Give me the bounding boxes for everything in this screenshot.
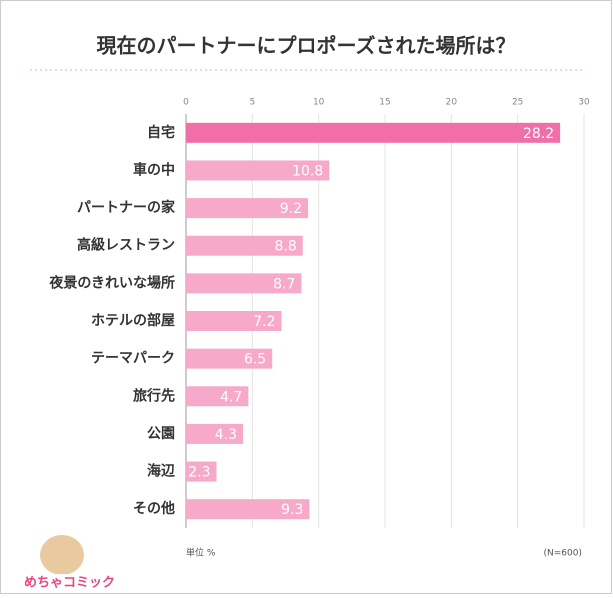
- bar: [186, 348, 273, 369]
- mascot: [40, 535, 84, 575]
- category-label: 旅行先: [133, 387, 175, 404]
- sample-note: (N=600): [544, 549, 582, 559]
- unit-note: 単位 %: [186, 547, 216, 559]
- value-label: 9.3: [281, 502, 303, 518]
- value-label: 8.7: [273, 276, 295, 292]
- category-label: テーマパーク: [91, 351, 175, 367]
- bar: [186, 160, 330, 181]
- category-label: パートナーの家: [77, 199, 176, 216]
- category-label: 夜景のきれいな場所: [48, 274, 175, 291]
- brand: めちゃコミック: [24, 576, 115, 591]
- category-label: 自宅: [147, 124, 175, 141]
- value-label: 6.5: [244, 352, 266, 368]
- x-tick-label: 0: [183, 98, 189, 108]
- x-tick-label: 20: [446, 98, 458, 108]
- category-label: ホテルの部屋: [91, 312, 175, 329]
- value-label: 4.7: [220, 389, 242, 405]
- value-label: 8.8: [274, 239, 296, 255]
- logo: めちゃコミック: [20, 535, 115, 592]
- bar: [186, 198, 309, 219]
- value-label: 2.3: [188, 465, 210, 481]
- chart-title: 現在のパートナーにプロポーズされた場所は？: [97, 34, 516, 58]
- bar: [186, 273, 302, 294]
- category-label: 高級レストラン: [77, 237, 175, 254]
- x-tick-label: 10: [313, 98, 325, 108]
- category-label: 車の中: [133, 161, 175, 178]
- value-label: 4.3: [215, 427, 237, 443]
- x-tick-label: 5: [249, 98, 255, 108]
- bar: [186, 386, 249, 407]
- value-label: 7.2: [253, 314, 275, 330]
- category-label: 公園: [147, 426, 175, 442]
- category-label: その他: [133, 500, 175, 517]
- value-label: 10.8: [292, 163, 323, 179]
- bar: [186, 235, 303, 256]
- x-tick-label: 30: [578, 98, 590, 108]
- value-label: 9.2: [280, 201, 302, 217]
- logo-bg: [20, 574, 112, 592]
- bar: [186, 423, 244, 444]
- category-label: 海辺: [147, 463, 175, 480]
- bar: [186, 461, 217, 482]
- x-tick-label: 25: [512, 98, 523, 108]
- bar: [186, 311, 282, 331]
- bar: [186, 499, 310, 520]
- value-label: 28.2: [523, 126, 554, 142]
- x-tick-label: 15: [379, 98, 390, 108]
- bar: [186, 122, 561, 143]
